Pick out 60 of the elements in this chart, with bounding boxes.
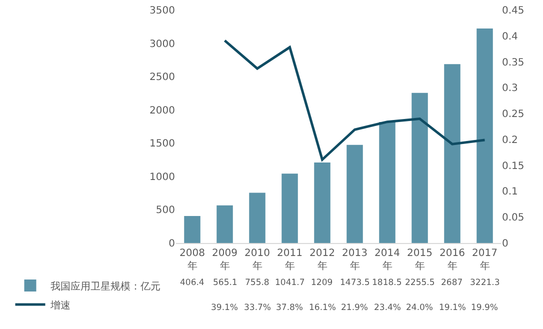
- data-label: 21.9%: [341, 303, 368, 313]
- data-label: 2687: [441, 278, 463, 288]
- bar: [379, 122, 396, 243]
- y2-tick-label: 0.4: [502, 31, 518, 42]
- legend-label: 我国应用卫星规模：亿元: [50, 280, 160, 292]
- bar: [444, 64, 460, 243]
- data-label: 24.0%: [406, 303, 434, 313]
- y2-tick-label: 0.1: [502, 186, 518, 198]
- data-label: 1818.5: [372, 278, 402, 288]
- data-label: 2255.5: [405, 278, 435, 288]
- x-tick-label: 2013年: [342, 248, 368, 272]
- x-tick-label: 2008年: [180, 248, 205, 272]
- y-tick-label: 3500: [150, 6, 175, 16]
- data-label: 39.1%: [211, 303, 238, 313]
- bar: [314, 162, 330, 243]
- data-label: 37.8%: [276, 303, 304, 313]
- y-tick-label: 1000: [150, 172, 175, 183]
- y2-tick-label: 0.25: [502, 109, 524, 120]
- bar: [282, 174, 298, 243]
- y-tick-label: 2000: [150, 105, 175, 116]
- data-label: 3221.3: [470, 278, 500, 288]
- y-tick-label: 0: [168, 238, 175, 250]
- y2-tick-label: 0.35: [502, 57, 524, 68]
- data-label: 23.4%: [374, 303, 402, 313]
- data-label: 755.8: [245, 278, 270, 288]
- x-tick-label: 2014年: [374, 248, 400, 272]
- x-tick-label: 2009年: [212, 248, 238, 272]
- x-tick-label: 2017年: [472, 248, 498, 272]
- y-tick-label: 3000: [150, 38, 175, 50]
- bar: [216, 205, 233, 243]
- y2-tick-label: 0: [502, 238, 508, 250]
- line-series: [224, 39, 486, 161]
- bar: [184, 216, 200, 243]
- data-label: 565.1: [213, 278, 238, 288]
- x-tick-label: 2010年: [244, 248, 270, 272]
- y2-tick-label: 0.45: [502, 6, 524, 16]
- data-label: 19.9%: [471, 303, 498, 313]
- bar: [346, 144, 363, 243]
- y2-tick-label: 0.15: [502, 160, 524, 172]
- y-tick-label: 1500: [150, 138, 175, 150]
- data-label: 19.1%: [439, 303, 466, 313]
- data-label: 16.1%: [309, 303, 336, 313]
- data-label: 33.7%: [244, 303, 272, 313]
- x-tick-label: 2016年: [440, 248, 465, 272]
- y2-tick-label: 0.05: [502, 212, 524, 224]
- y-tick-label: 500: [156, 205, 175, 216]
- data-label: 1209: [311, 278, 333, 288]
- x-tick-label: 2011年: [277, 248, 302, 272]
- y-tick-label: 2500: [150, 72, 175, 84]
- y2-tick-label: 0.3: [502, 83, 518, 94]
- bar: [249, 192, 266, 243]
- data-label: 1473.5: [340, 278, 370, 288]
- data-label: 1041.7: [275, 278, 305, 288]
- x-tick-label: 2015年: [407, 248, 432, 272]
- bar: [476, 28, 493, 243]
- x-tick-label: 2012年: [310, 248, 335, 272]
- y2-tick-label: 0.2: [502, 134, 518, 146]
- bar: [412, 92, 428, 243]
- data-label: 406.4: [180, 278, 204, 288]
- legend-label: 增速: [49, 299, 70, 312]
